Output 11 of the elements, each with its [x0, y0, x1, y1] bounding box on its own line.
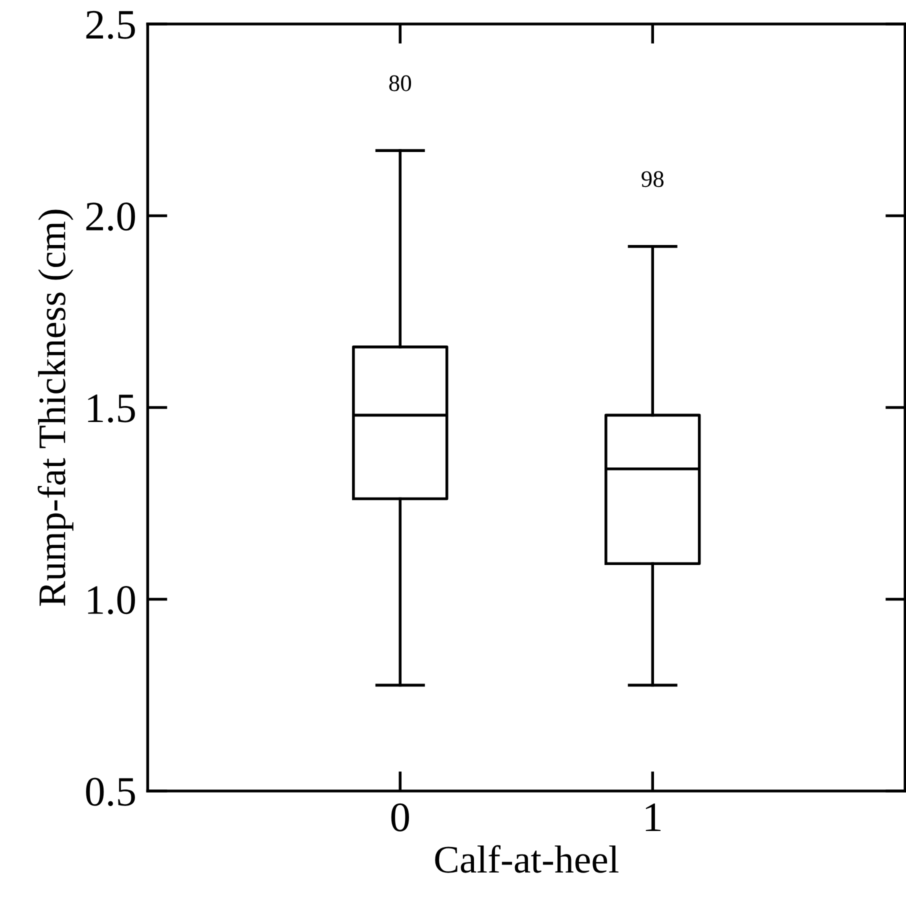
- y-tick-label: 1.0: [88, 586, 135, 614]
- y-tick-label: 0.5: [86, 778, 135, 806]
- x-tick-label: 0: [391, 803, 409, 832]
- y-tick-label: 2.5: [86, 10, 135, 40]
- x-tick-label: 1: [646, 804, 661, 832]
- annotation: 98: [642, 171, 664, 188]
- y-tick-label: 2.0: [86, 202, 135, 231]
- annotation: 80: [389, 75, 412, 92]
- y-tick-label: 1.5: [88, 394, 135, 423]
- x-axis-title: Calf-at-heel: [435, 845, 618, 873]
- y-axis-title: Rump-fat Thickness (cm): [38, 210, 74, 606]
